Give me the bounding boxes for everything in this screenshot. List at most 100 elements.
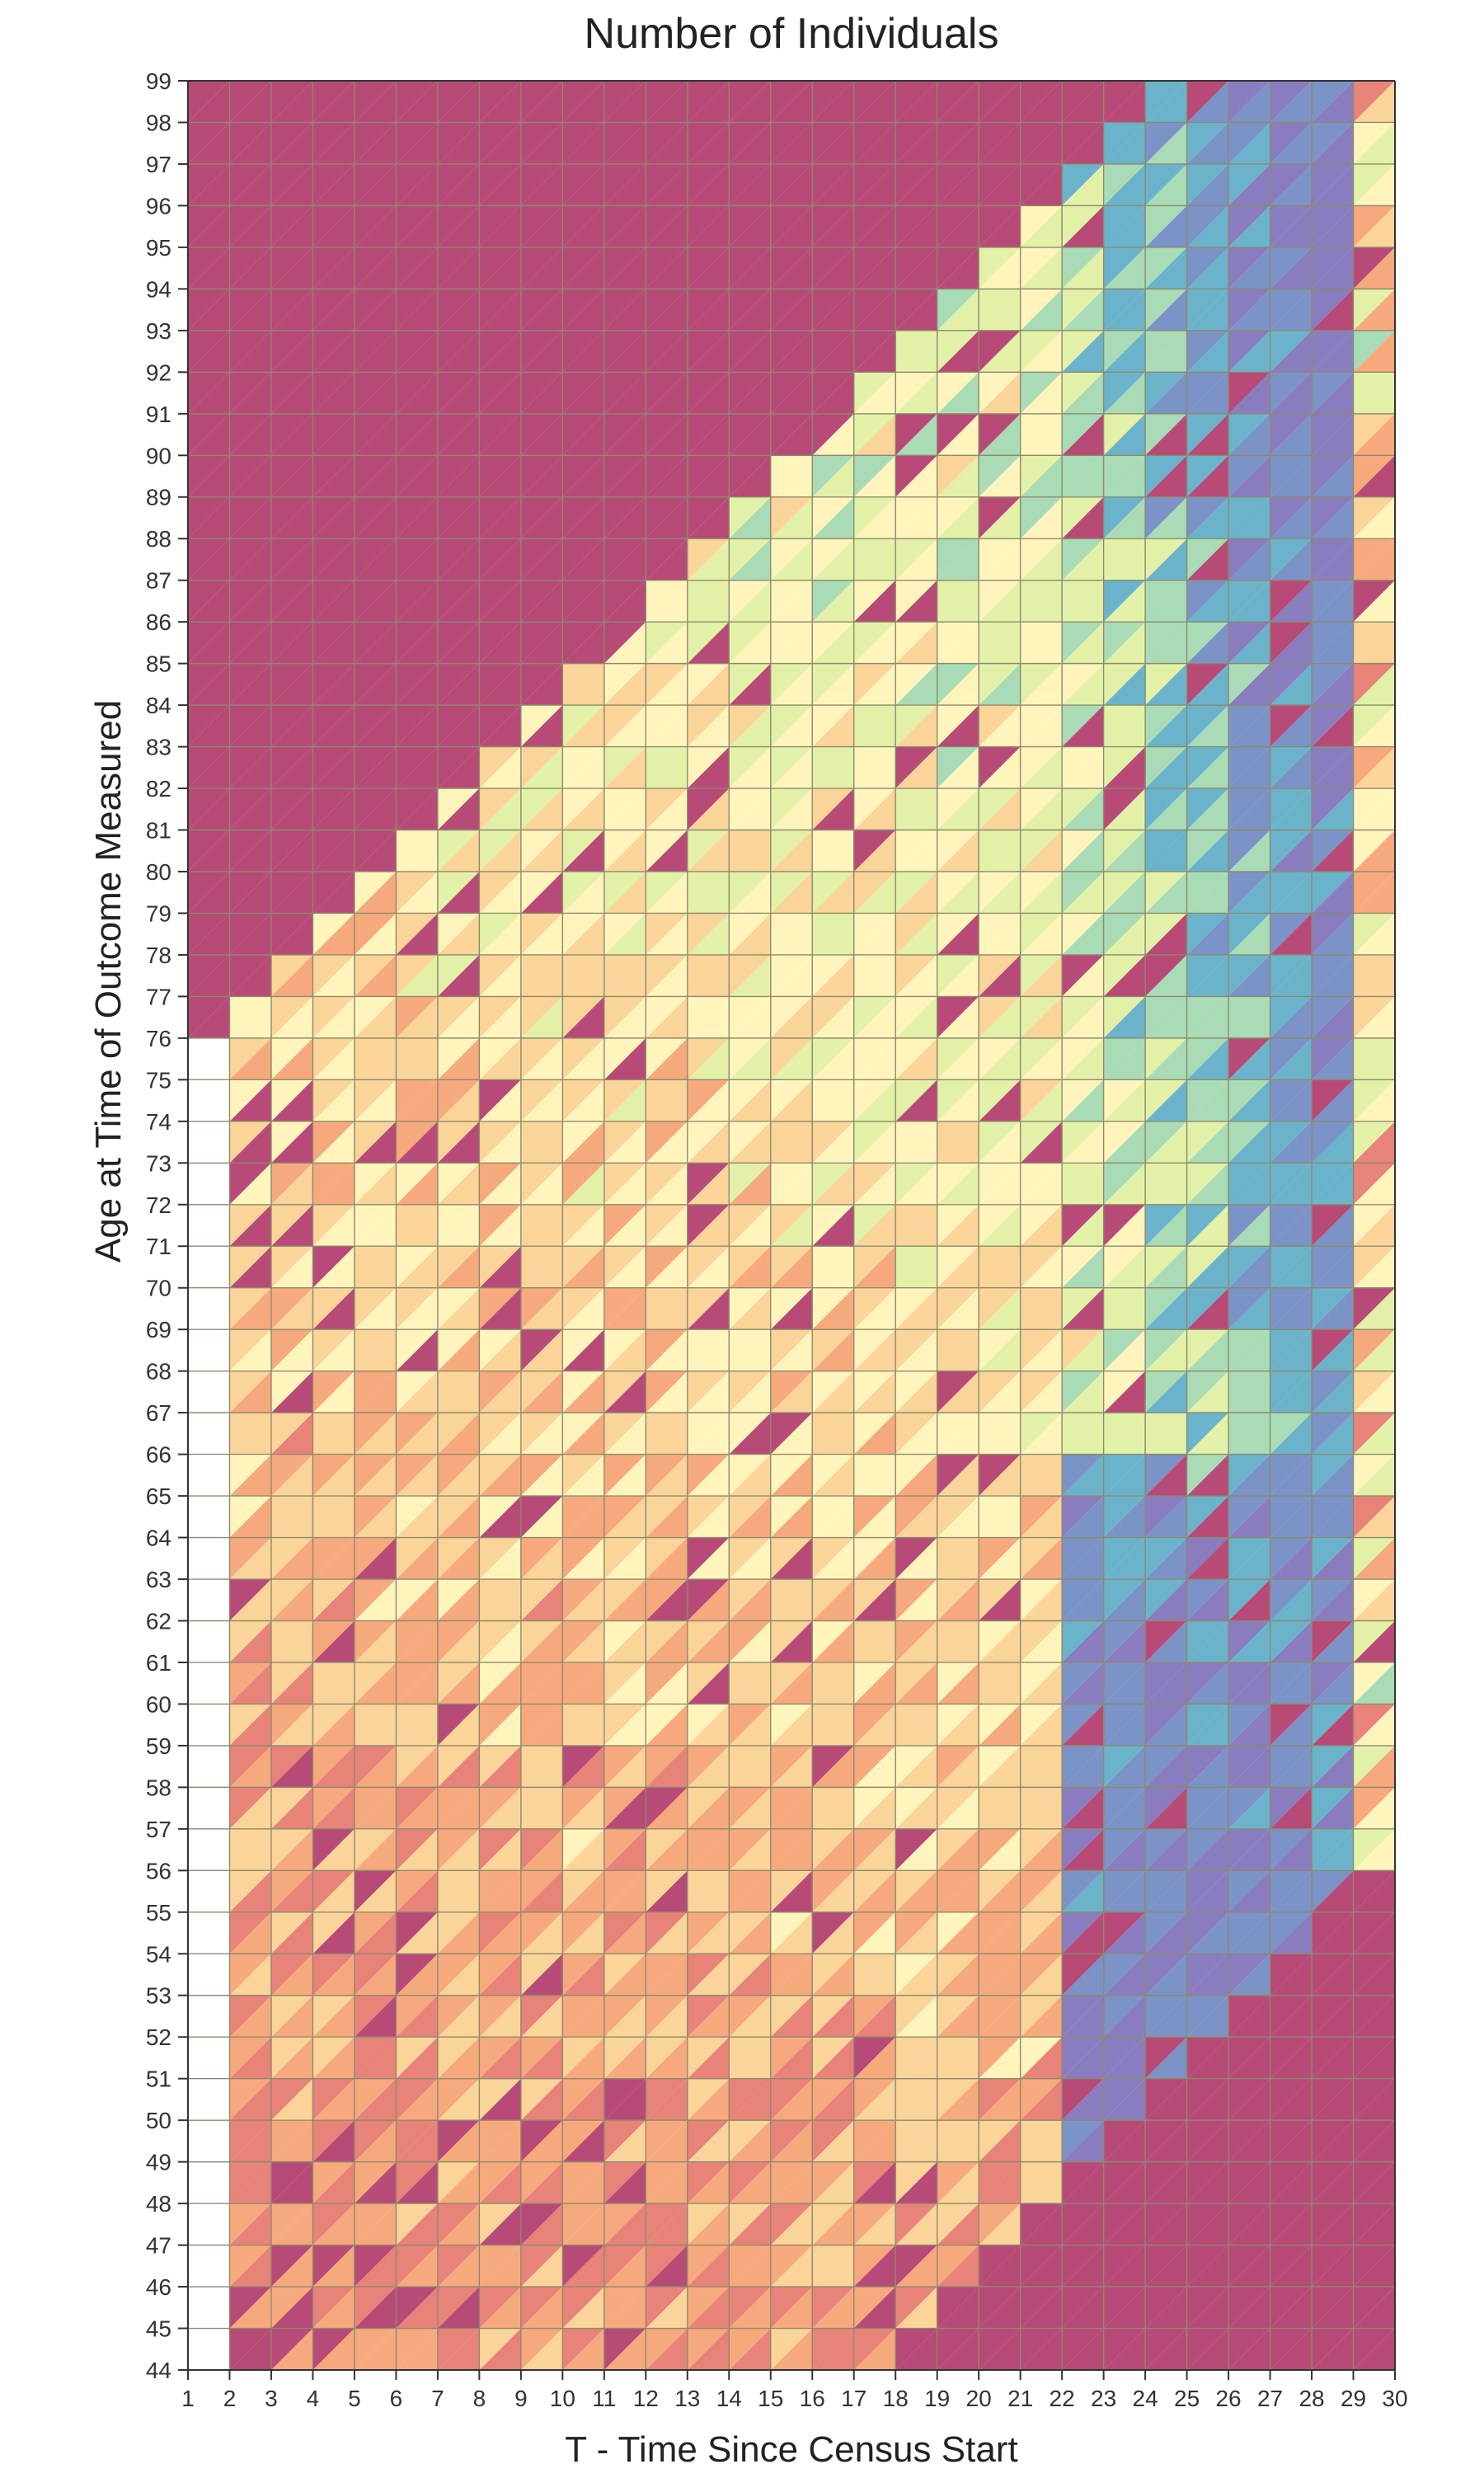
heat-triangle (895, 1371, 937, 1413)
heat-triangle (354, 1454, 397, 1497)
heat-triangle (603, 663, 646, 706)
heat-triangle (396, 2203, 438, 2245)
heat-triangle (729, 81, 771, 123)
heat-triangle (1353, 1954, 1395, 1996)
heat-triangle (396, 1995, 438, 2038)
heat-triangle (1270, 1037, 1313, 1080)
heat-triangle (646, 2203, 688, 2245)
heat-triangle (1186, 1954, 1229, 1996)
heat-triangle (562, 2287, 604, 2329)
heat-triangle (1228, 289, 1270, 331)
heat-triangle (1062, 1828, 1104, 1871)
heat-triangle (812, 1037, 854, 1080)
heat-triangle (1020, 1662, 1063, 1705)
heat-triangle (1145, 1954, 1187, 1996)
heat-triangle (1228, 81, 1270, 123)
heat-triangle (1186, 330, 1229, 373)
heat-triangle (1062, 2203, 1104, 2245)
heat-triangle (396, 622, 438, 664)
heat-triangle (1312, 1662, 1354, 1705)
heat-triangle (812, 2328, 854, 2370)
heat-triangle (354, 954, 397, 997)
heat-triangle (1062, 372, 1104, 414)
heat-triangle (812, 1287, 854, 1330)
heat-triangle (687, 1537, 730, 1580)
heat-triangle (895, 205, 937, 247)
heat-triangle (1228, 663, 1270, 706)
heat-triangle (1353, 1579, 1395, 1621)
heat-triangle (729, 2161, 771, 2204)
heat-triangle (270, 1371, 313, 1413)
heat-triangle (1145, 2203, 1187, 2245)
heat-triangle (229, 580, 271, 623)
heat-triangle (1270, 746, 1313, 789)
heat-triangle (1020, 1662, 1063, 1705)
heat-triangle (1186, 289, 1229, 331)
heat-triangle (312, 1745, 355, 1788)
y-tick-label: 95 (146, 235, 171, 261)
heat-triangle (354, 1121, 397, 1164)
heat-triangle (687, 1995, 730, 2038)
heat-triangle (895, 1413, 937, 1455)
heat-triangle (1103, 1037, 1146, 1080)
heat-triangle (396, 2287, 438, 2329)
heat-triangle (312, 289, 355, 331)
heat-triangle (895, 996, 937, 1038)
heat-triangle (853, 1204, 896, 1247)
heat-triangle (1353, 455, 1395, 497)
heat-triangle (729, 1579, 771, 1621)
heat-triangle (479, 1870, 521, 1912)
heat-triangle (1270, 330, 1313, 373)
heat-triangle (812, 1662, 854, 1705)
heat-triangle (1270, 496, 1313, 539)
heat-triangle (979, 1828, 1021, 1871)
heat-triangle (188, 1329, 230, 1371)
heat-triangle (312, 1537, 355, 1580)
heat-triangle (396, 1163, 438, 1205)
y-tick-label: 60 (146, 1691, 171, 1717)
heat-triangle (1145, 2245, 1187, 2288)
heat-triangle (1312, 1121, 1354, 1164)
heat-triangle (1312, 1704, 1354, 1746)
heat-triangle (603, 81, 646, 123)
heat-triangle (853, 996, 896, 1038)
heat-triangle (1186, 954, 1229, 997)
heat-triangle (1145, 830, 1187, 872)
heat-triangle (603, 746, 646, 789)
heat-triangle (729, 830, 771, 872)
heat-triangle (1228, 1496, 1270, 1538)
heat-triangle (1020, 788, 1063, 830)
heat-triangle (895, 1662, 937, 1705)
heat-triangle (812, 1246, 854, 1288)
heat-triangle (479, 1287, 521, 1330)
heat-triangle (562, 954, 604, 997)
heat-triangle (354, 1579, 397, 1621)
heat-triangle (479, 830, 521, 872)
heat-triangle (1103, 871, 1146, 914)
heat-triangle (437, 1287, 480, 1330)
heat-triangle (229, 413, 271, 456)
heat-triangle (1270, 580, 1313, 623)
heat-triangle (1270, 2245, 1313, 2288)
heat-triangle (646, 2120, 688, 2162)
heat-triangle (895, 496, 937, 539)
heat-triangle (188, 1037, 230, 1080)
heat-triangle (437, 1079, 480, 1121)
heat-triangle (729, 1329, 771, 1371)
y-tick-label: 72 (146, 1192, 171, 1218)
heat-triangle (229, 1537, 271, 1580)
heat-triangle (603, 413, 646, 456)
heat-triangle (562, 1911, 604, 1954)
heat-triangle (812, 954, 854, 997)
heat-triangle (895, 2078, 937, 2121)
heat-triangle (1312, 1954, 1354, 1996)
heat-triangle (812, 2287, 854, 2329)
heat-triangle (1145, 1870, 1187, 1912)
heat-triangle (1020, 913, 1063, 955)
heat-triangle (396, 1954, 438, 1996)
heat-triangle (270, 455, 313, 497)
heat-triangle (1020, 1371, 1063, 1413)
heat-triangle (979, 1163, 1021, 1205)
heat-triangle (1353, 1079, 1395, 1121)
heat-triangle (1186, 247, 1229, 289)
